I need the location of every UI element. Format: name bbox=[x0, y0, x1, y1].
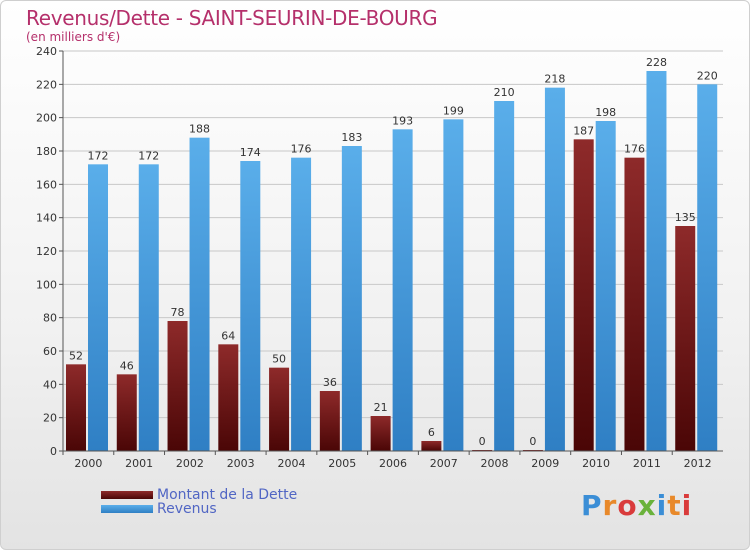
y-tick-label-20: 20 bbox=[43, 412, 57, 425]
value-label-revenus-2008: 210 bbox=[494, 86, 515, 99]
y-tick-label-160: 160 bbox=[36, 178, 57, 191]
x-tick-label-2010: 2010 bbox=[582, 457, 610, 470]
x-tick-label-2002: 2002 bbox=[176, 457, 204, 470]
legend-swatch-dette bbox=[101, 491, 153, 499]
x-tick-label-2008: 2008 bbox=[481, 457, 509, 470]
proxiti-logo: Proxiti bbox=[581, 489, 692, 522]
bars bbox=[66, 71, 718, 452]
legend-label-dette: Montant de la Dette bbox=[157, 487, 298, 503]
y-tick-label-140: 140 bbox=[36, 212, 57, 225]
x-tick-label-2000: 2000 bbox=[74, 457, 102, 470]
value-label-revenus-2000: 172 bbox=[88, 149, 109, 162]
bar-dette-2012 bbox=[675, 226, 696, 451]
y-tick-label-120: 120 bbox=[36, 245, 57, 258]
value-label-revenus-2012: 220 bbox=[697, 69, 718, 82]
x-tick-label-2004: 2004 bbox=[277, 457, 305, 470]
bar-dette-2007 bbox=[421, 441, 442, 451]
value-label-revenus-2009: 218 bbox=[544, 73, 565, 86]
bar-dette-2000 bbox=[66, 364, 86, 451]
bar-dette-2011 bbox=[624, 157, 645, 451]
bar-dette-2002 bbox=[167, 321, 188, 451]
value-label-revenus-2006: 193 bbox=[392, 114, 413, 127]
bar-dette-2004 bbox=[269, 367, 290, 451]
y-tick-label-40: 40 bbox=[43, 378, 57, 391]
value-label-dette-2002: 78 bbox=[171, 306, 185, 319]
logo-letter: i bbox=[656, 489, 668, 522]
bar-revenus-2001 bbox=[138, 164, 159, 452]
value-label-revenus-2007: 199 bbox=[443, 104, 464, 117]
x-tick-label-2007: 2007 bbox=[430, 457, 458, 470]
value-label-revenus-2011: 228 bbox=[646, 56, 667, 69]
value-label-revenus-2003: 174 bbox=[240, 146, 261, 159]
x-tick-label-2011: 2011 bbox=[633, 457, 661, 470]
y-tick-label-200: 200 bbox=[36, 112, 57, 125]
value-label-dette-2004: 50 bbox=[272, 353, 286, 366]
value-label-dette-2000: 52 bbox=[69, 349, 83, 362]
legend-swatch-revenus bbox=[101, 505, 153, 513]
legend-item-dette: Montant de la Dette bbox=[101, 487, 297, 503]
value-label-dette-2007: 6 bbox=[428, 426, 435, 439]
bar-revenus-2008 bbox=[494, 101, 515, 451]
value-label-dette-2012: 135 bbox=[675, 211, 696, 224]
bar-dette-2005 bbox=[319, 391, 340, 451]
bar-revenus-2011 bbox=[646, 71, 667, 451]
chart-subtitle: (en milliers d'€) bbox=[26, 30, 121, 44]
bar-revenus-2006 bbox=[392, 129, 413, 452]
value-label-dette-2006: 21 bbox=[374, 401, 388, 414]
x-tick-label-2001: 2001 bbox=[125, 457, 153, 470]
y-tick-label-240: 240 bbox=[36, 45, 57, 58]
logo-letter: P bbox=[581, 489, 603, 522]
y-tick-label-220: 220 bbox=[36, 78, 57, 91]
y-tick-label-180: 180 bbox=[36, 145, 57, 158]
logo-letter: t bbox=[667, 489, 682, 522]
bar-revenus-2010 bbox=[595, 121, 616, 451]
x-tick-label-2012: 2012 bbox=[684, 457, 712, 470]
logo-letter: x bbox=[637, 489, 657, 522]
value-label-dette-2008: 0 bbox=[479, 435, 486, 448]
legend-label-revenus: Revenus bbox=[157, 501, 217, 517]
bar-revenus-2012 bbox=[697, 84, 718, 451]
value-label-revenus-2010: 198 bbox=[595, 106, 616, 119]
x-tick-label-2005: 2005 bbox=[328, 457, 356, 470]
value-label-revenus-2004: 176 bbox=[291, 143, 312, 156]
bar-revenus-2003 bbox=[240, 161, 261, 451]
bar-revenus-2009 bbox=[544, 87, 565, 452]
value-label-dette-2009: 0 bbox=[529, 435, 536, 448]
bar-revenus-2000 bbox=[88, 164, 108, 452]
value-label-revenus-2002: 188 bbox=[189, 123, 210, 136]
logo-letter: i bbox=[681, 489, 693, 522]
logo-letter: o bbox=[617, 489, 638, 522]
bar-revenus-2002 bbox=[189, 137, 210, 451]
value-label-dette-2003: 64 bbox=[221, 329, 235, 342]
value-label-dette-2001: 46 bbox=[120, 359, 134, 372]
x-tick-label-2009: 2009 bbox=[531, 457, 559, 470]
logo-letter: r bbox=[602, 489, 618, 522]
bar-dette-2006 bbox=[370, 416, 391, 451]
bar-revenus-2004 bbox=[291, 157, 312, 451]
x-tick-label-2003: 2003 bbox=[227, 457, 255, 470]
value-label-dette-2010: 187 bbox=[573, 124, 594, 137]
value-label-dette-2005: 36 bbox=[323, 376, 337, 389]
bar-revenus-2005 bbox=[341, 146, 362, 451]
chart-title: Revenus/Dette - SAINT-SEURIN-DE-BOURG bbox=[26, 6, 438, 30]
bar-dette-2001 bbox=[116, 374, 137, 451]
bar-dette-2003 bbox=[218, 344, 239, 451]
y-tick-label-100: 100 bbox=[36, 278, 57, 291]
value-label-revenus-2005: 183 bbox=[341, 131, 362, 144]
y-tick-label-0: 0 bbox=[50, 445, 57, 458]
bar-dette-2010 bbox=[573, 139, 594, 452]
y-tick-label-80: 80 bbox=[43, 312, 57, 325]
bar-revenus-2007 bbox=[443, 119, 464, 451]
value-label-dette-2011: 176 bbox=[624, 143, 645, 156]
x-tick-label-2006: 2006 bbox=[379, 457, 407, 470]
legend-item-revenus: Revenus bbox=[101, 501, 217, 517]
value-label-revenus-2001: 172 bbox=[138, 149, 159, 162]
value-labels: 52 172 46 172 78 188 64 174 50 176 36 183 21 193 6 199 0… bbox=[69, 56, 718, 448]
y-tick-label-60: 60 bbox=[43, 345, 57, 358]
